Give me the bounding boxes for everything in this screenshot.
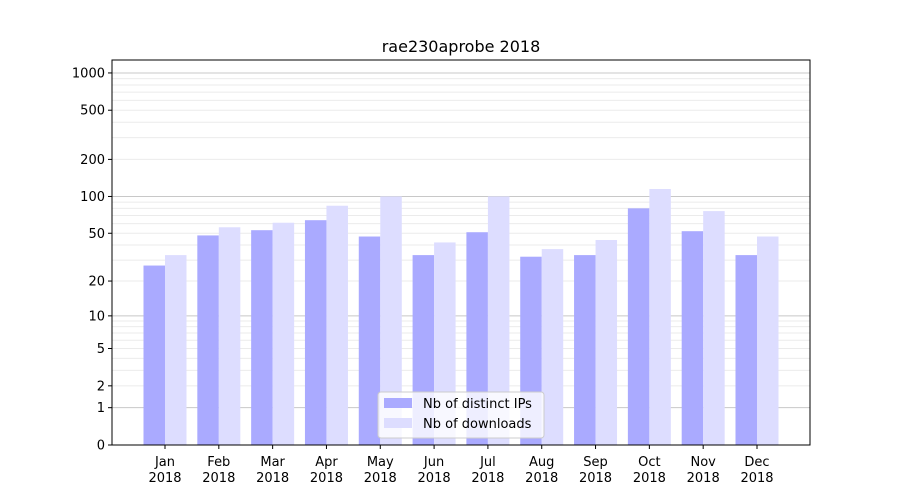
y-tick-label: 2 [97, 379, 105, 394]
bar-ips [251, 230, 273, 445]
bar-downloads [380, 196, 402, 445]
y-tick-label: 500 [80, 104, 105, 119]
y-tick-label: 1000 [72, 66, 105, 81]
x-tick-label: Aug 2018 [525, 455, 558, 486]
bar-downloads [703, 211, 725, 445]
bar-downloads [272, 222, 295, 445]
x-tick-label: Mar 2018 [256, 455, 289, 486]
bar-ips [358, 236, 381, 445]
x-tick-label: Jul 2018 [471, 455, 504, 486]
bar-downloads [649, 189, 671, 445]
x-tick-label: Jun 2018 [418, 455, 451, 486]
y-tick-label: 20 [88, 275, 105, 290]
legend-swatch [384, 398, 412, 408]
bar-downloads [218, 227, 241, 445]
bar-ips [574, 255, 596, 445]
chart-title: rae230aprobe 2018 [382, 37, 541, 56]
bar-downloads [541, 249, 564, 445]
bar-downloads [487, 196, 510, 445]
x-tick-label: Feb 2018 [202, 455, 235, 486]
bar-downloads [757, 236, 779, 445]
bar-ips [304, 220, 327, 445]
y-tick-label: 50 [88, 227, 105, 242]
bar-downloads [326, 205, 348, 445]
bar-downloads [595, 240, 618, 445]
x-tick-label: May 2018 [364, 455, 397, 486]
x-tick-label: Apr 2018 [310, 455, 343, 486]
bar-ips [627, 208, 650, 445]
legend-swatch [384, 418, 412, 428]
x-tick-label: Oct 2018 [633, 455, 666, 486]
x-tick-label: Nov 2018 [687, 455, 720, 486]
bar-ips [681, 231, 704, 445]
bar-ips [197, 235, 219, 445]
x-tick-label: Jan 2018 [148, 455, 181, 486]
y-tick-label: 100 [80, 190, 105, 205]
legend: Nb of distinct IPs Nb of downloads [377, 391, 545, 439]
y-tick-label: 1 [97, 401, 105, 416]
y-tick-label: 5 [97, 342, 105, 357]
y-tick-label: 10 [88, 309, 105, 324]
legend-label: Nb of downloads [423, 417, 532, 432]
x-tick-label: Sep 2018 [579, 455, 612, 486]
y-tick-label: 200 [80, 153, 105, 168]
legend-box [377, 391, 545, 439]
legend-label: Nb of distinct IPs [423, 397, 532, 412]
bar-downloads [165, 255, 187, 445]
plot-frame [111, 59, 811, 446]
x-tick-label: Dec 2018 [740, 455, 773, 486]
y-tick-label: 0 [97, 439, 105, 454]
bar-ips [143, 265, 165, 445]
bar-ips [735, 255, 757, 445]
